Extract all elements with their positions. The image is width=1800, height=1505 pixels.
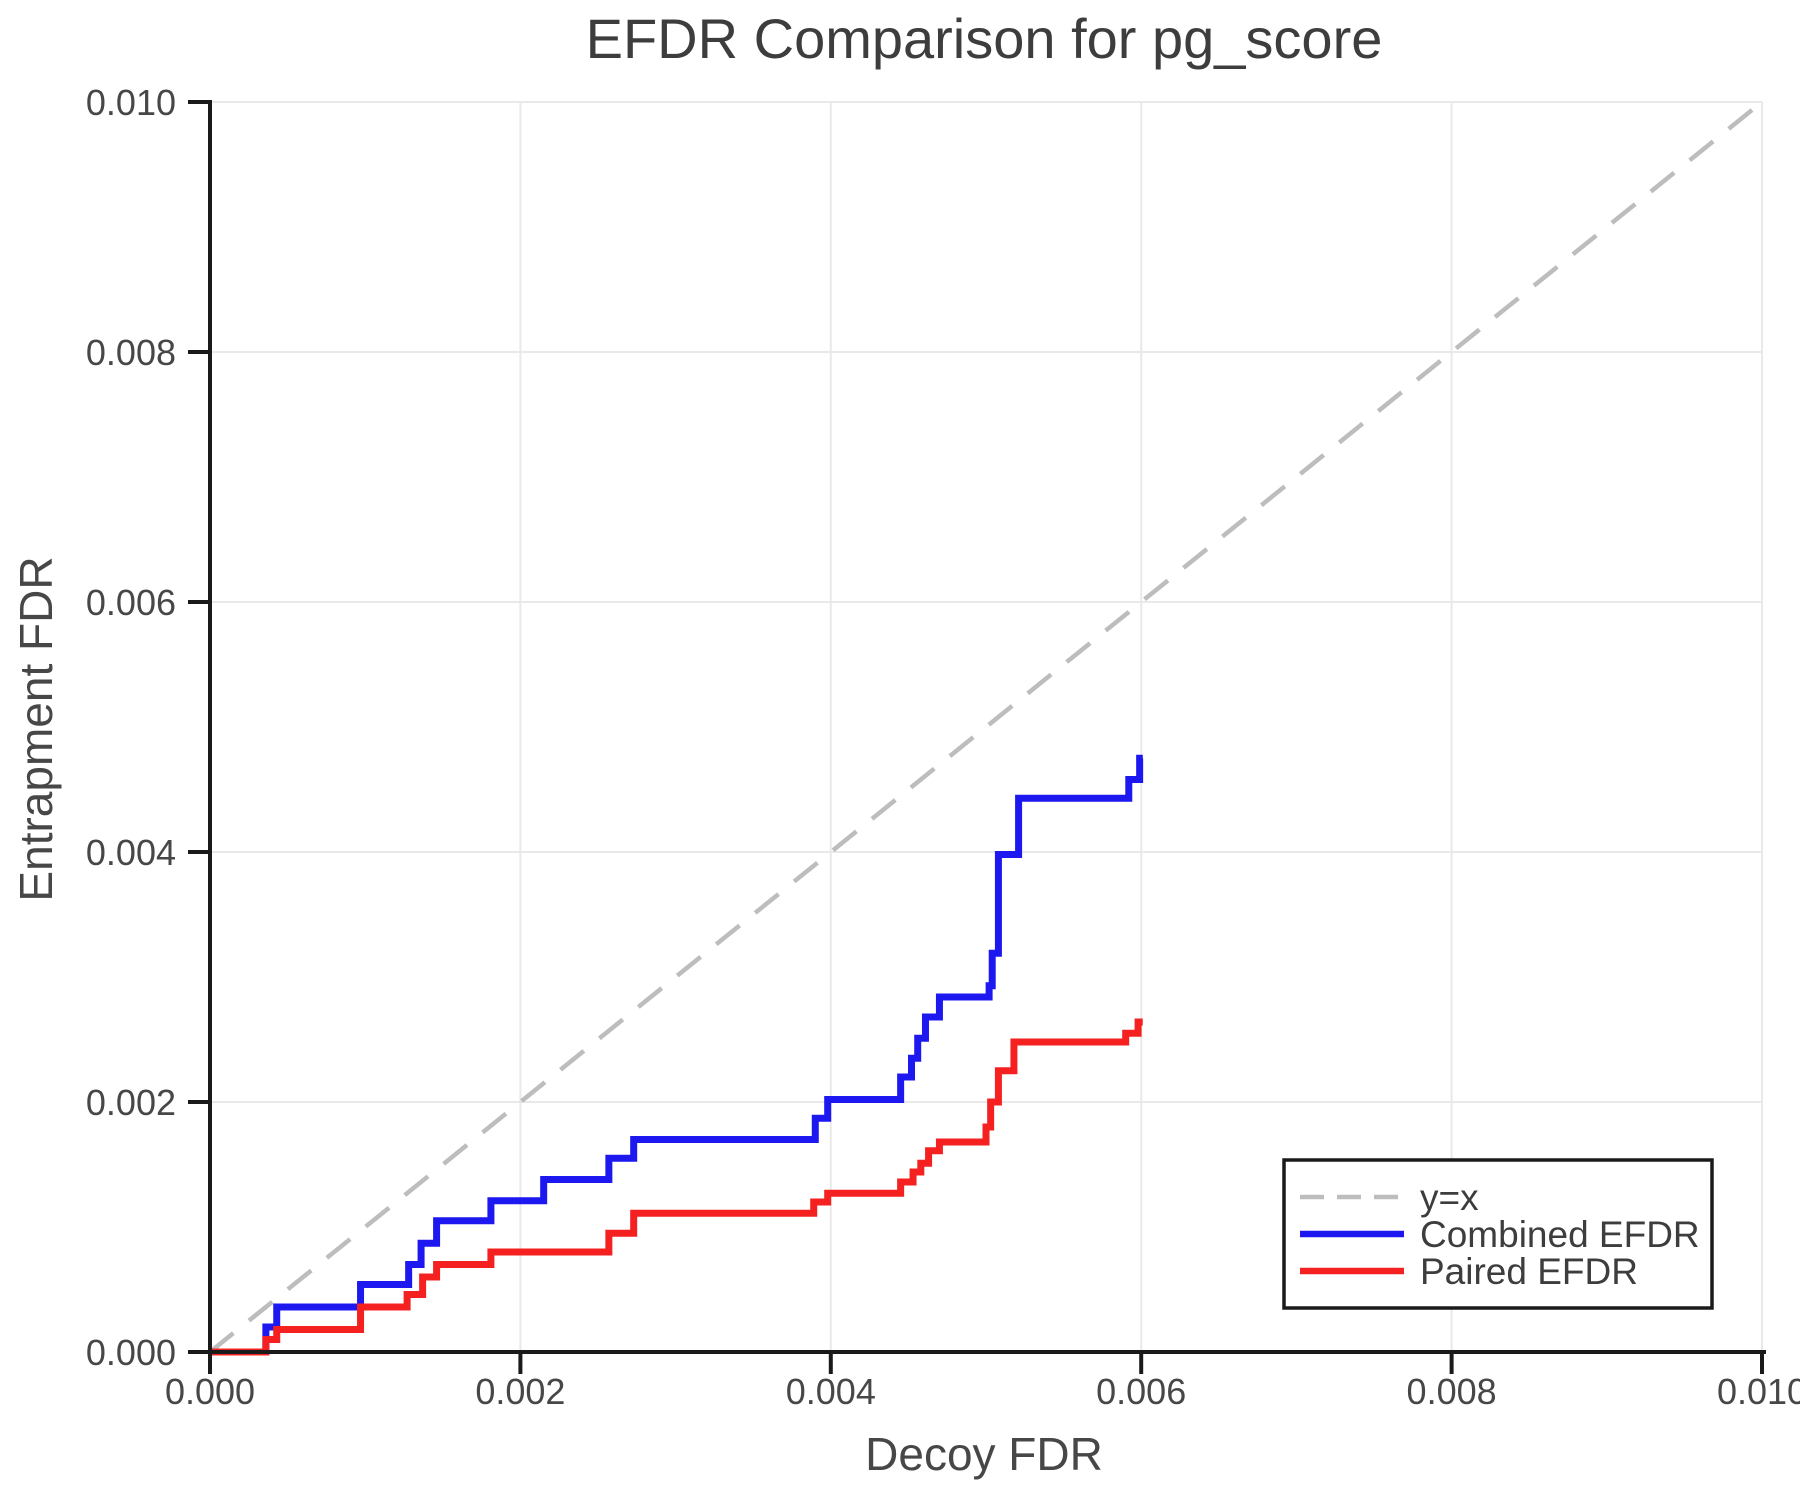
y-axis-label: Entrapment FDR — [10, 556, 62, 901]
legend-combined-label: Combined EFDR — [1420, 1214, 1700, 1255]
y-tick-label: 0.006 — [86, 582, 176, 623]
y-tick-label: 0.004 — [86, 832, 176, 873]
legend-paired-label: Paired EFDR — [1420, 1251, 1638, 1292]
x-axis-label: Decoy FDR — [865, 1428, 1103, 1480]
y-tick-label: 0.008 — [86, 332, 176, 373]
x-tick-label: 0.002 — [475, 1371, 565, 1412]
x-tick-label: 0.004 — [786, 1371, 876, 1412]
tick-marks — [188, 100, 1764, 1374]
chart-title: EFDR Comparison for pg_score — [586, 7, 1383, 70]
paired-efdr-line — [210, 1018, 1143, 1356]
axis-spines — [208, 100, 1766, 1354]
tick-labels: 0.000 0.002 0.004 0.006 0.008 0.010 0.000 0.002… — [86, 82, 1800, 1412]
legend-identity-label: y=x — [1420, 1177, 1479, 1218]
legend: y=x Combined EFDR Paired EFDR — [1282, 1158, 1714, 1310]
identity-line — [208, 100, 1764, 1354]
y-tick-label: 0.000 — [86, 1332, 176, 1373]
x-tick-label: 0.006 — [1096, 1371, 1186, 1412]
y-tick-label: 0.002 — [86, 1082, 176, 1123]
x-tick-label: 0.010 — [1717, 1371, 1800, 1412]
y-tick-label: 0.010 — [86, 82, 176, 123]
x-tick-label: 0.000 — [165, 1371, 255, 1412]
x-tick-label: 0.008 — [1407, 1371, 1497, 1412]
combined-efdr-line — [210, 754, 1144, 1356]
gridlines — [210, 101, 1763, 1352]
